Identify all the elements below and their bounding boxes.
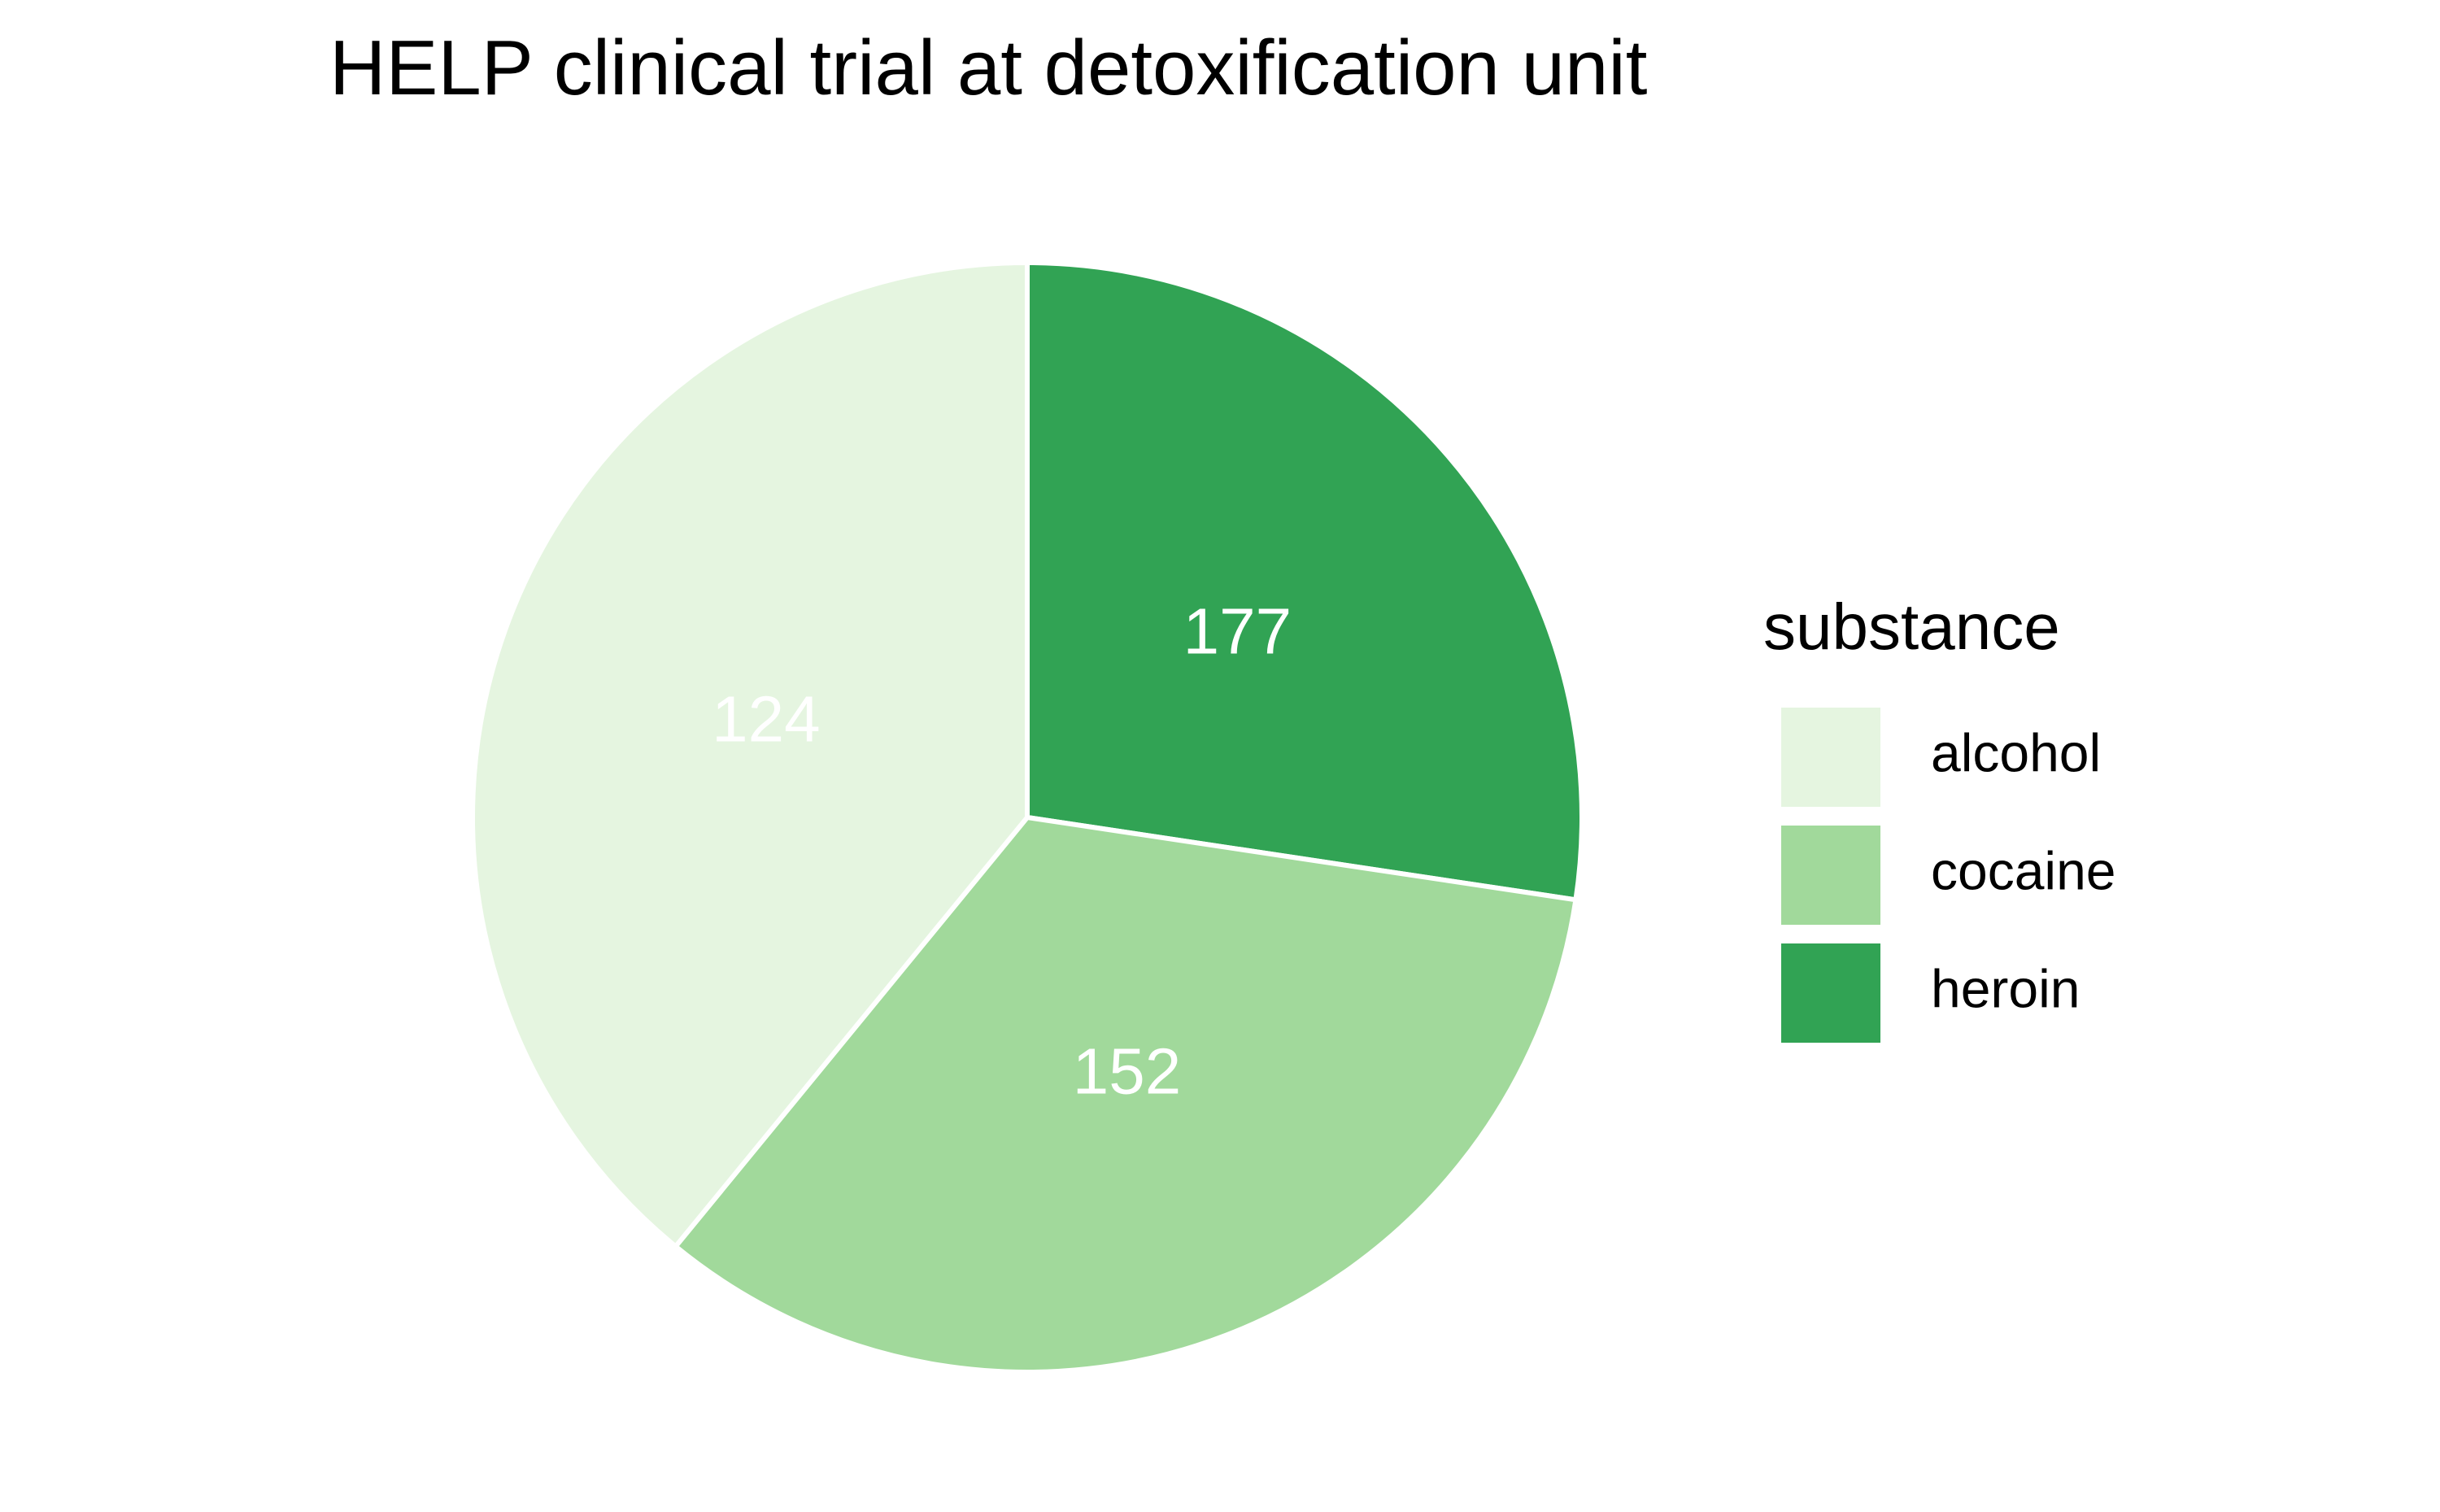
legend-label-alcohol: alcohol bbox=[1931, 722, 2101, 782]
pie-slice-heroin bbox=[1025, 260, 1584, 903]
pie-slices bbox=[470, 260, 1584, 1375]
legend-label-heroin: heroin bbox=[1931, 958, 2080, 1018]
chart-title: HELP clinical trial at detoxification un… bbox=[329, 24, 1647, 111]
legend-label-cocaine: cocaine bbox=[1931, 840, 2116, 900]
data-label-cocaine: 152 bbox=[1073, 1035, 1181, 1107]
legend-items: alcohol cocaine heroin bbox=[1781, 708, 2116, 1043]
pie-slice-alcohol bbox=[470, 260, 1030, 1249]
legend-key-alcohol bbox=[1781, 708, 1880, 807]
legend-title: substance bbox=[1763, 590, 2060, 663]
legend: substance alcohol cocaine heroin bbox=[1763, 590, 2116, 1043]
data-label-heroin: 177 bbox=[1183, 595, 1292, 668]
legend-key-heroin bbox=[1781, 943, 1880, 1043]
data-label-alcohol: 124 bbox=[712, 682, 820, 755]
pie-data-labels: 177 152 124 bbox=[712, 595, 1292, 1108]
pie-slice-cocaine bbox=[673, 815, 1579, 1375]
legend-key-cocaine bbox=[1781, 826, 1880, 925]
